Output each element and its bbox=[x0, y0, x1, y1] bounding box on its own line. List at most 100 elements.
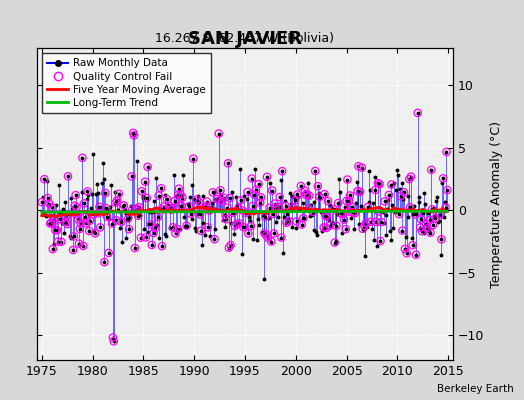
Point bbox=[127, 173, 136, 180]
Point bbox=[185, 203, 193, 210]
Point bbox=[356, 189, 364, 195]
Point bbox=[375, 181, 384, 187]
Point bbox=[71, 192, 80, 198]
Point bbox=[275, 204, 283, 210]
Point bbox=[71, 202, 79, 209]
Point bbox=[155, 192, 163, 199]
Point bbox=[406, 204, 414, 210]
Point bbox=[360, 223, 368, 229]
Point bbox=[46, 220, 54, 227]
Point bbox=[367, 218, 375, 225]
Point bbox=[441, 204, 450, 211]
Point bbox=[171, 230, 180, 237]
Point bbox=[397, 193, 405, 200]
Point bbox=[72, 204, 81, 210]
Point bbox=[75, 240, 83, 247]
Title: SAN JAVIER: SAN JAVIER bbox=[188, 30, 302, 48]
Point bbox=[380, 198, 389, 205]
Point bbox=[411, 211, 419, 218]
Point bbox=[324, 198, 332, 204]
Point bbox=[239, 224, 247, 230]
Point bbox=[362, 220, 370, 226]
Point bbox=[276, 194, 284, 200]
Point bbox=[101, 190, 110, 196]
Point bbox=[125, 226, 133, 232]
Point bbox=[417, 216, 425, 222]
Point bbox=[325, 222, 334, 229]
Point bbox=[110, 338, 118, 344]
Point bbox=[238, 207, 247, 214]
Point bbox=[439, 175, 447, 182]
Point bbox=[242, 210, 250, 216]
Point bbox=[182, 222, 191, 229]
Point bbox=[348, 209, 357, 216]
Point bbox=[144, 164, 152, 170]
Point bbox=[407, 174, 415, 180]
Point bbox=[247, 223, 255, 229]
Point bbox=[357, 164, 366, 171]
Point bbox=[243, 189, 252, 195]
Point bbox=[78, 155, 86, 161]
Point bbox=[260, 230, 269, 236]
Point bbox=[61, 219, 70, 225]
Point bbox=[231, 223, 239, 229]
Point bbox=[213, 196, 221, 202]
Point bbox=[244, 230, 253, 237]
Text: 16.267 S, 62.467 W (Bolivia): 16.267 S, 62.467 W (Bolivia) bbox=[156, 32, 334, 45]
Point bbox=[168, 205, 177, 211]
Point bbox=[53, 238, 62, 245]
Point bbox=[149, 230, 158, 236]
Point bbox=[289, 205, 298, 211]
Point bbox=[47, 220, 55, 226]
Point bbox=[269, 211, 277, 217]
Point bbox=[154, 214, 162, 220]
Point bbox=[229, 209, 237, 216]
Point bbox=[108, 220, 116, 227]
Point bbox=[342, 226, 350, 232]
Point bbox=[220, 195, 228, 201]
Point bbox=[413, 110, 422, 116]
Point bbox=[215, 197, 224, 204]
Point bbox=[442, 149, 451, 155]
Point bbox=[189, 156, 198, 162]
Point bbox=[69, 247, 77, 253]
Point bbox=[268, 187, 276, 194]
Point bbox=[278, 168, 287, 174]
Point bbox=[56, 216, 64, 222]
Point bbox=[218, 198, 226, 204]
Point bbox=[262, 232, 270, 238]
Point bbox=[74, 216, 82, 222]
Point bbox=[250, 191, 258, 198]
Point bbox=[330, 206, 338, 212]
Point bbox=[166, 203, 174, 209]
Point bbox=[96, 224, 104, 230]
Point bbox=[130, 132, 138, 138]
Point bbox=[400, 189, 408, 196]
Point bbox=[83, 188, 92, 195]
Point bbox=[103, 214, 111, 220]
Point bbox=[354, 163, 363, 170]
Point bbox=[281, 203, 290, 209]
Point bbox=[323, 214, 331, 220]
Point bbox=[195, 199, 203, 206]
Y-axis label: Temperature Anomaly (°C): Temperature Anomaly (°C) bbox=[490, 120, 503, 288]
Point bbox=[234, 206, 243, 212]
Point bbox=[437, 236, 445, 242]
Point bbox=[423, 225, 431, 232]
Point bbox=[418, 228, 426, 234]
Point bbox=[113, 197, 122, 204]
Point bbox=[80, 200, 88, 206]
Point bbox=[82, 220, 90, 226]
Point bbox=[141, 178, 149, 185]
Point bbox=[53, 227, 61, 234]
Point bbox=[343, 176, 352, 183]
Point bbox=[416, 224, 424, 231]
Point bbox=[252, 186, 260, 193]
Point bbox=[104, 250, 113, 256]
Point bbox=[174, 186, 183, 192]
Point bbox=[302, 191, 311, 197]
Point bbox=[309, 208, 317, 215]
Point bbox=[371, 187, 379, 193]
Point bbox=[402, 250, 411, 256]
Point bbox=[322, 225, 331, 231]
